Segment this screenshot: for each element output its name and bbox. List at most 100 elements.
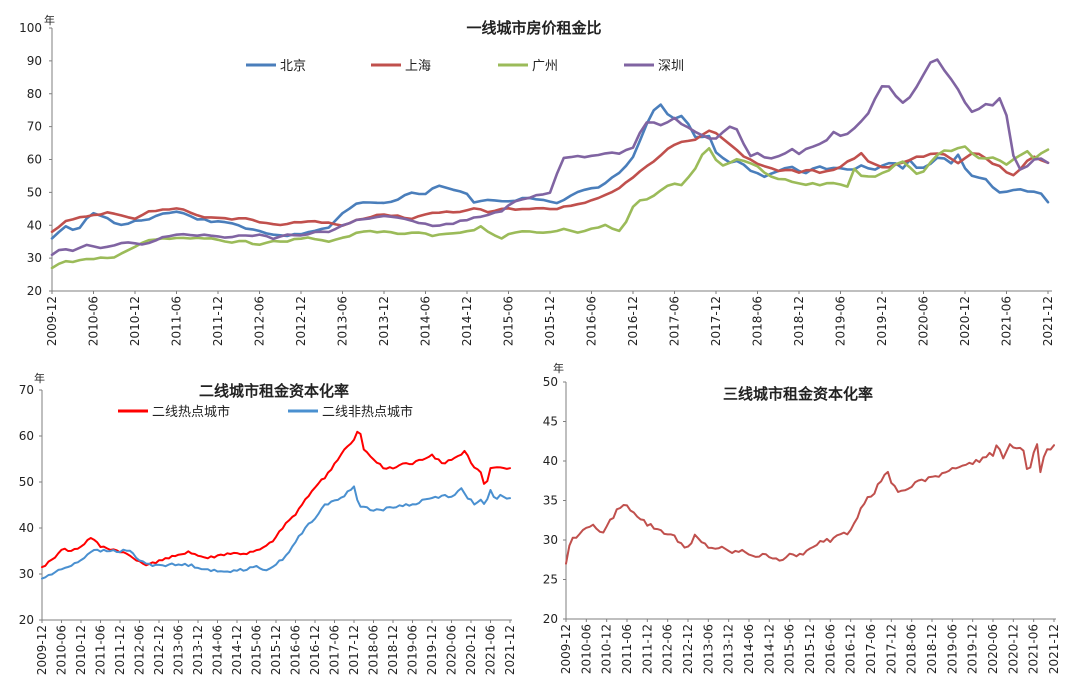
tier3-lines [565,443,1055,565]
tier2-x-tick-label: 2010-12 [74,625,88,675]
tier2-series-line-0 [41,430,511,569]
tier1-y-tick-label: 20 [27,284,42,298]
tier3-x-tick-label: 2010-06 [579,624,593,674]
tier1-title: 一线城市房价租金比 [466,19,601,37]
tier2-x-tick-label: 2010-06 [55,625,69,675]
legend-item-shanghai: 上海 [371,59,431,74]
tier1-x-tick-label: 2012-06 [253,296,267,346]
tier1-y-ticks: 20 30 40 50 60 70 80 90 100 [19,21,52,298]
tier3-x-tick-label: 2018-06 [905,624,919,674]
tier3-x-ticks: 2009-12 2010-06 2010-12 2011-06 2011-12 2012-… [559,619,1061,674]
tier2-x-tick-label: 2018-06 [367,625,381,675]
tier2-y-tick-label: 20 [19,613,34,627]
tier3-x-tick-label: 2013-12 [722,624,736,674]
legend-item-guangzhou: 广州 [498,59,558,74]
tier1-x-tick-label: 2018-12 [792,296,806,346]
tier1-x-ticks: 2009-12 2010-06 2010-12 2011-06 2011-12 2012-… [45,291,1055,346]
tier1-x-tick-label: 2017-06 [668,296,682,346]
tier1-y-tick-label: 60 [27,153,42,167]
tier2-x-tick-label: 2014-06 [211,625,225,675]
tier2-x-tick-label: 2014-12 [230,625,244,675]
tier2-y-tick-label: 60 [19,429,34,443]
legend-label-shenzhen: 深圳 [658,59,684,74]
legend-label-beijing: 北京 [280,59,306,74]
tier1-series-line-0 [50,103,1050,240]
tier2-x-tick-label: 2009-12 [35,625,49,675]
tier2-x-tick-label: 2018-12 [386,625,400,675]
tier1-x-tick-label: 2015-06 [502,296,516,346]
tier3-y-tick-label: 25 [543,573,558,587]
tier3-x-tick-label: 2021-12 [1047,624,1061,674]
tier1-x-tick-label: 2013-12 [377,296,391,346]
tier2-x-tick-label: 2016-12 [308,625,322,675]
tier1-x-tick-label: 2010-06 [87,296,101,346]
tier2-x-tick-label: 2011-12 [113,625,127,675]
tier1-y-tick-label: 90 [27,54,42,68]
legend-label-hot-cities: 二线热点城市 [152,404,230,420]
tier1-x-tick-label: 2016-06 [585,296,599,346]
tier2-y-tick-label: 40 [19,521,34,535]
legend-label-guangzhou: 广州 [532,59,558,74]
tier1-x-tick-label: 2021-12 [1041,296,1055,346]
tier3-x-tick-label: 2015-06 [783,624,797,674]
tier1-series-line-1 [50,129,1050,234]
tier3-x-tick-label: 2015-12 [803,624,817,674]
tier1-x-tick-label: 2014-12 [460,296,474,346]
tier3-x-tick-label: 2010-12 [600,624,614,674]
tier3-series-line-0 [565,443,1055,565]
tier3-x-tick-label: 2017-06 [864,624,878,674]
tier3-x-tick-label: 2014-06 [742,624,756,674]
tier3-x-tick-label: 2011-12 [640,624,654,674]
tier3-x-tick-label: 2020-06 [986,624,1000,674]
tier3-x-tick-label: 2009-12 [559,624,573,674]
legend-label-shanghai: 上海 [405,59,431,74]
tier1-x-tick-label: 2010-12 [128,296,142,346]
legend-item-shenzhen: 深圳 [624,59,684,74]
tier3-x-tick-label: 2020-12 [1006,624,1020,674]
tier2-x-ticks: 2009-12 2010-06 2010-12 2011-06 2011-12 2012-… [35,620,517,675]
tier2-x-tick-label: 2020-06 [445,625,459,675]
tier1-x-tick-label: 2019-12 [875,296,889,346]
tier2-unit-label: 年 [34,371,45,385]
tier1-y-tick-label: 80 [27,87,42,101]
tier1-x-tick-label: 2017-12 [709,296,723,346]
legend-item-non-hot-cities: 二线非热点城市 [288,404,413,420]
tier2-x-tick-label: 2013-06 [172,625,186,675]
tier1-x-tick-label: 2013-06 [336,296,350,346]
tier3-x-tick-label: 2012-12 [681,624,695,674]
tier2-x-tick-label: 2016-06 [289,625,303,675]
tier2-x-tick-label: 2017-06 [328,625,342,675]
tier1-x-tick-label: 2014-06 [419,296,433,346]
tier1-y-tick-label: 100 [19,21,42,35]
tier2-x-tick-label: 2013-12 [191,625,205,675]
tier3-x-tick-label: 2016-12 [844,624,858,674]
tier3-x-tick-label: 2012-06 [661,624,675,674]
legend-label-non-hot-cities: 二线非热点城市 [322,404,413,420]
tier1-legend: 北京 上海 广州 深圳 [246,59,684,74]
tier1-y-tick-label: 30 [27,251,42,265]
tier2-x-tick-label: 2021-12 [503,625,517,675]
tier2-x-tick-label: 2021-06 [484,625,498,675]
tier1-series-line-3 [50,58,1050,257]
tier1-unit-label: 年 [44,13,55,27]
tier1-x-tick-label: 2012-12 [294,296,308,346]
tier2-x-tick-label: 2019-06 [406,625,420,675]
tier1-x-tick-label: 2009-12 [45,296,59,346]
tier3-x-tick-label: 2018-12 [925,624,939,674]
tier3-y-tick-label: 45 [543,415,558,429]
tier3-chart: 三线城市租金资本化率 年 20 25 30 35 40 45 50 2009-12 2010-… [543,361,1061,674]
tier1-x-tick-label: 2016-12 [626,296,640,346]
tier3-x-tick-label: 2016-06 [823,624,837,674]
tier2-y-tick-label: 50 [19,475,34,489]
tier3-x-tick-label: 2021-06 [1027,624,1041,674]
tier2-y-tick-label: 70 [19,383,34,397]
tier3-x-tick-label: 2019-12 [966,624,980,674]
tier3-title: 三线城市租金资本化率 [723,385,873,403]
tier3-y-tick-label: 40 [543,454,558,468]
tier2-title: 二线城市租金资本化率 [199,382,349,400]
tier2-x-tick-label: 2011-06 [94,625,108,675]
tier3-y-tick-label: 35 [543,494,558,508]
tier2-x-tick-label: 2012-12 [152,625,166,675]
